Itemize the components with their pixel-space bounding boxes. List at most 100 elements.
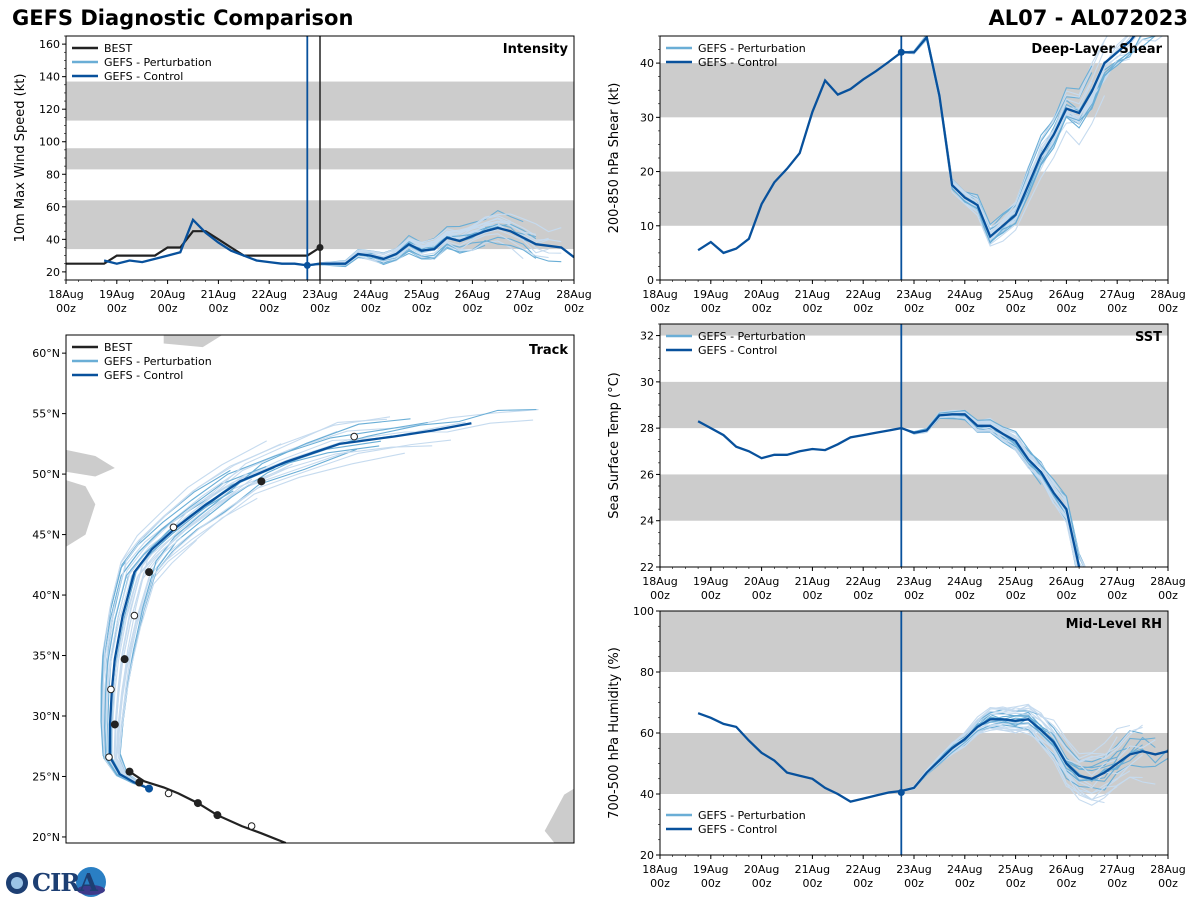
- sst-legend-label: GEFS - Perturbation: [698, 330, 806, 343]
- track-land: [66, 449, 115, 477]
- sst-xtick-label-day: 22Aug: [845, 575, 880, 588]
- shear-xtick-label-day: 21Aug: [795, 288, 830, 301]
- sst-xtick-label-day: 23Aug: [896, 575, 931, 588]
- sst-xtick-label-hour: 00z: [752, 589, 772, 602]
- sst-ytick-label: 32: [640, 330, 654, 343]
- track-point-12z: [130, 611, 139, 620]
- shear-ytick-label: 10: [640, 220, 654, 233]
- logo-graphic: [6, 867, 106, 897]
- track-perturbation-line: [118, 448, 357, 790]
- midrh-legend-label: GEFS - Control: [698, 823, 777, 836]
- midrh-xtick-label-day: 25Aug: [998, 863, 1033, 876]
- midrh-xtick-label-hour: 00z: [1057, 877, 1077, 890]
- track-control-line: [108, 422, 472, 790]
- sst-xtick-label-day: 20Aug: [744, 575, 779, 588]
- midrh-xtick-label-hour: 00z: [1158, 877, 1178, 890]
- track-control-point: [145, 784, 154, 793]
- track-point-00z: [213, 811, 222, 820]
- midrh-ytick-label: 20: [640, 849, 654, 862]
- midrh-band: [660, 611, 1168, 672]
- shear-ylabel: 200-850 hPa Shear (kt): [607, 83, 622, 234]
- shear-band: [660, 171, 1168, 226]
- sst-xtick-label-hour: 00z: [1158, 589, 1178, 602]
- track-plot-area: [66, 335, 574, 843]
- intensity-xtick-label-day: 19Aug: [99, 288, 134, 301]
- intensity-xtick-label-hour: 00z: [564, 302, 584, 315]
- midrh-xtick-label-day: 24Aug: [947, 863, 982, 876]
- sst-control-line: [697, 413, 1081, 567]
- track-best-line: [128, 770, 287, 843]
- track-point-00z: [145, 568, 154, 577]
- track-point-12z: [105, 753, 113, 761]
- sst-ytick-label: 22: [640, 561, 654, 574]
- shear-xtick-label-hour: 00z: [650, 302, 670, 315]
- intensity-ytick-label: 80: [46, 168, 60, 181]
- midrh-ytick-label: 40: [640, 788, 654, 801]
- sst-xtick-label-hour: 00z: [1006, 589, 1026, 602]
- intensity-xtick-label-day: 24Aug: [353, 288, 388, 301]
- midrh-xtick-label-day: 21Aug: [795, 863, 830, 876]
- shear-xtick-label-hour: 00z: [1107, 302, 1127, 315]
- midrh-xtick-label-day: 27Aug: [1099, 863, 1134, 876]
- intensity-xtick-label-hour: 00z: [56, 302, 76, 315]
- track-perturbation-line: [119, 418, 411, 790]
- sst-xtick-label-day: 18Aug: [642, 575, 677, 588]
- sst-xtick-label-day: 25Aug: [998, 575, 1033, 588]
- sst-xtick-label-day: 26Aug: [1049, 575, 1084, 588]
- midrh-xtick-label-day: 20Aug: [744, 863, 779, 876]
- shear-xtick-label-day: 19Aug: [693, 288, 728, 301]
- intensity-ytick-label: 160: [39, 38, 60, 51]
- track-perturbation-line: [105, 421, 466, 790]
- track-perturbation-line: [103, 445, 433, 790]
- midrh-xtick-label-hour: 00z: [853, 877, 873, 890]
- shear-xtick-label-day: 20Aug: [744, 288, 779, 301]
- track-lat-label: 50°N: [32, 468, 60, 481]
- track-point-12z: [169, 523, 178, 532]
- midrh-legend-label: GEFS - Perturbation: [698, 809, 806, 822]
- midrh-band: [660, 733, 1168, 794]
- intensity-ytick-label: 100: [39, 136, 60, 149]
- sst-xtick-label-day: 24Aug: [947, 575, 982, 588]
- shear-ytick-label: 0: [647, 274, 654, 287]
- sst-perturbation-line: [901, 410, 1080, 559]
- shear-legend-label: GEFS - Perturbation: [698, 42, 806, 55]
- track-point-00z: [135, 778, 144, 787]
- intensity-perturbation-line: [307, 221, 537, 266]
- intensity-xtick-label-day: 27Aug: [505, 288, 540, 301]
- shear-ytick-label: 40: [640, 57, 654, 70]
- intensity-ytick-label: 40: [46, 233, 60, 246]
- storm-id: AL07 - AL072023: [988, 6, 1189, 30]
- intensity-xtick-label-hour: 00z: [107, 302, 127, 315]
- intensity-xtick-label-day: 26Aug: [455, 288, 490, 301]
- shear-xtick-label-day: 28Aug: [1150, 288, 1185, 301]
- shear-xtick-label-day: 22Aug: [845, 288, 880, 301]
- track-land: [66, 480, 96, 547]
- shear-xtick-label-day: 26Aug: [1049, 288, 1084, 301]
- track-lat-label: 55°N: [32, 408, 60, 421]
- intensity-perturbation-line: [307, 243, 460, 268]
- intensity-ytick-label: 20: [46, 266, 60, 279]
- shear-ytick-label: 20: [640, 166, 654, 179]
- sst-xtick-label-hour: 00z: [650, 589, 670, 602]
- sst-ytick-label: 24: [640, 515, 654, 528]
- midrh-xtick-label-hour: 00z: [803, 877, 823, 890]
- sst-band: [660, 381, 1168, 429]
- shear-xtick-label-hour: 00z: [1006, 302, 1026, 315]
- track-lat-label: 60°N: [32, 347, 60, 360]
- logo-globe-band: [77, 885, 105, 895]
- sst-xtick-label-day: 19Aug: [693, 575, 728, 588]
- intensity-xtick-label-day: 23Aug: [302, 288, 337, 301]
- track-lat-label: 20°N: [32, 831, 60, 844]
- sst-xtick-label-day: 28Aug: [1150, 575, 1185, 588]
- sst-xtick-label-hour: 00z: [1107, 589, 1127, 602]
- shear-plot-area: [660, 36, 1168, 255]
- intensity-xtick-label-hour: 00z: [310, 302, 330, 315]
- track-legend-label: GEFS - Perturbation: [104, 355, 212, 368]
- intensity-xtick-label-hour: 00z: [209, 302, 229, 315]
- sst-ylabel: Sea Surface Temp (°C): [607, 372, 622, 519]
- track-point-12z: [247, 822, 256, 830]
- sst-xtick-label-hour: 00z: [955, 589, 975, 602]
- shear-xtick-label-hour: 00z: [904, 302, 924, 315]
- track-lat-label: 45°N: [32, 529, 60, 542]
- midrh-xtick-label-day: 19Aug: [693, 863, 728, 876]
